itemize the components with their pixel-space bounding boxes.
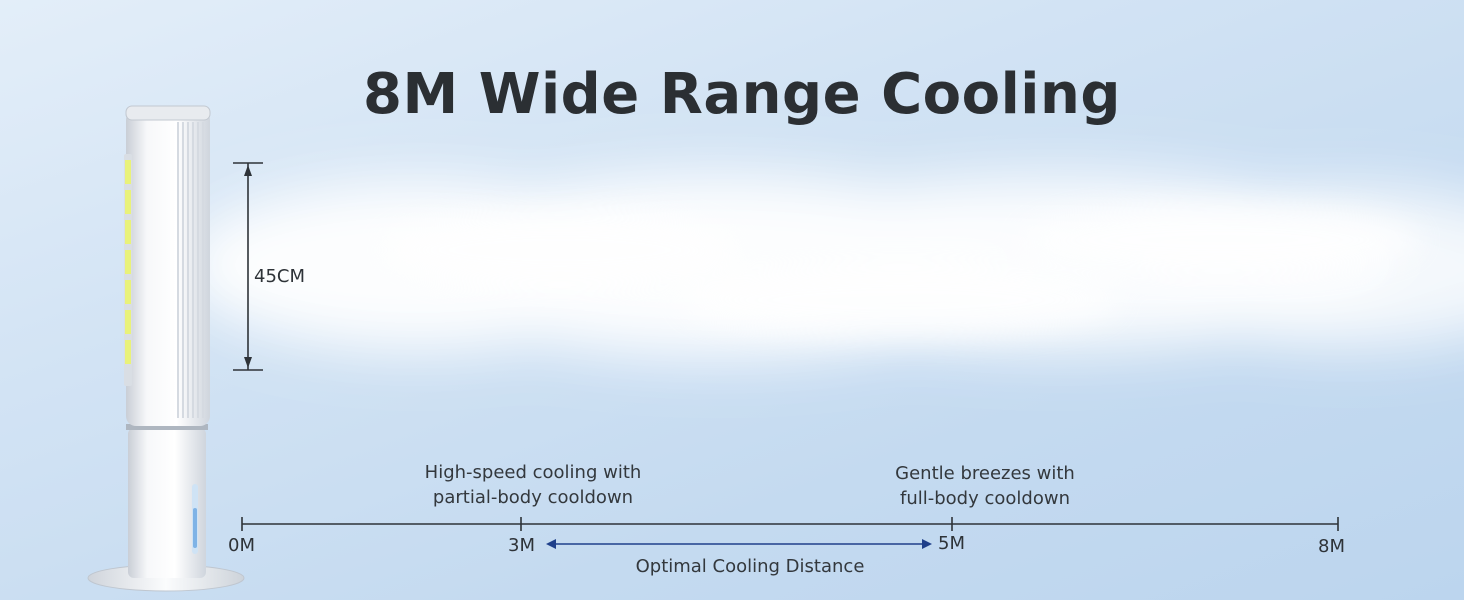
optimal-range-arrow [546, 539, 932, 549]
distance-axis [241, 517, 1339, 531]
near-range-note: High-speed cooling with partial-body coo… [380, 460, 686, 510]
distance-label-3m: 3M [508, 535, 535, 556]
near-note-line-2: partial-body cooldown [432, 487, 634, 508]
tower-fan-image [87, 105, 245, 592]
distance-label-8m: 8M [1318, 536, 1345, 557]
height-dimension [233, 162, 263, 371]
height-label: 45CM [254, 266, 306, 287]
far-range-note: Gentle breezes with full-body cooldown [840, 461, 1130, 511]
distance-label-0m: 0M [228, 535, 255, 556]
optimal-distance-label: Optimal Cooling Distance [635, 556, 865, 577]
page-title: 8M Wide Range Cooling [363, 62, 1121, 127]
far-note-line-1: Gentle breezes with [895, 463, 1075, 484]
far-note-line-2: full-body cooldown [900, 488, 1070, 509]
near-note-line-1: High-speed cooling with [424, 462, 642, 483]
distance-label-5m: 5M [938, 533, 965, 554]
